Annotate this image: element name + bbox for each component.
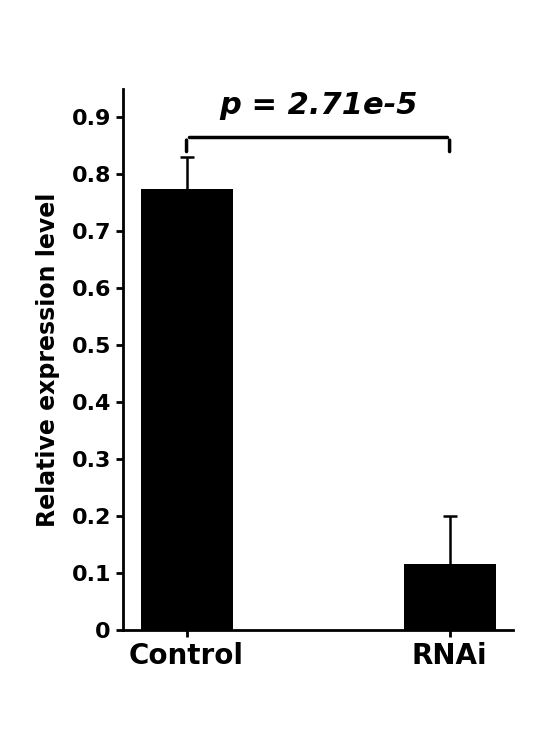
Bar xyxy=(141,188,233,630)
Text: p = 2.71e-5: p = 2.71e-5 xyxy=(219,91,417,120)
Y-axis label: Relative expression level: Relative expression level xyxy=(36,192,60,527)
Bar xyxy=(403,565,496,630)
